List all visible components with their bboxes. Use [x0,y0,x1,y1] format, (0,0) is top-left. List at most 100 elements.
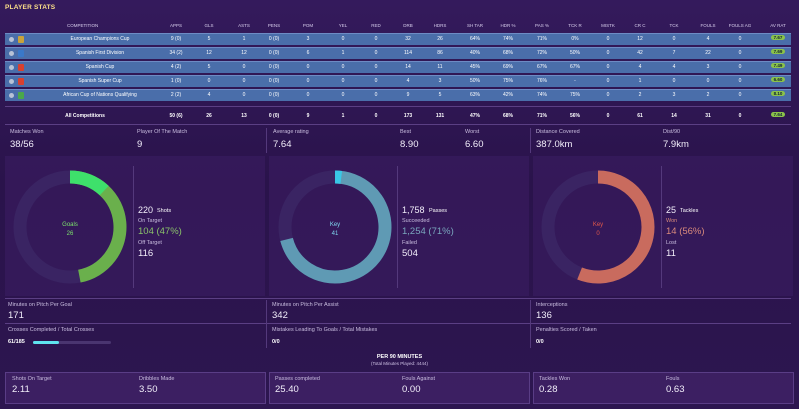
table-cell: 3 [306,36,310,42]
divider [5,323,791,324]
table-cell: 75% [502,78,513,84]
column-header[interactable]: YEL [338,23,348,28]
divider [133,166,134,288]
table-cell: 11 [437,64,443,70]
row-toggle-icon[interactable] [9,93,14,98]
table-cell: 2 [638,92,642,98]
table-cell: 13 [241,113,247,119]
table-cell: 75% [569,92,580,98]
passes-donut: Key 41 [278,170,392,284]
tackles-center-value: 0 [596,231,600,237]
column-header[interactable]: PENS [267,23,281,28]
table-cell: 4 [207,92,211,98]
column-header[interactable]: GLS [204,23,214,28]
divider [5,124,791,125]
column-header[interactable]: FOULS [700,23,716,28]
table-cell: 1 [341,50,345,56]
column-header[interactable]: TCK R [568,23,582,28]
table-header: COMPETITION APPS GLS ASTS PENS POM YEL RED DRB HD… [5,21,791,31]
tackles-donut-arc [577,170,655,284]
column-header[interactable]: FOULS AG [728,23,752,28]
table-cell: 0 [341,78,345,84]
competition-name[interactable]: African Cup of Nations Qualifying [63,92,137,98]
table-cell: 0 [341,36,345,42]
tackles-total: 25 [666,205,677,215]
passes-center-value: 41 [332,231,339,237]
table-cell: 12 [637,36,643,42]
table-cell: 0 [606,78,610,84]
column-header[interactable]: MISTK [601,23,615,28]
table-cell: 0 [606,64,610,70]
row-toggle-icon[interactable] [9,65,14,70]
table-row[interactable]: Spanish First Division 34 (2) 12 12 0 (0) 6 1 0… [5,47,791,59]
table-cell: 0 [306,78,310,84]
divider [266,300,267,348]
table-cell: 0 [242,92,246,98]
column-header[interactable]: ASTS [238,23,250,28]
competition-name[interactable]: European Champions Cup [70,36,130,42]
table-cell: 32 [405,36,411,42]
column-header[interactable]: RED [371,23,381,28]
table-cell: 68% [502,113,513,119]
competition-name[interactable]: Spanish Super Cup [78,78,122,84]
column-header[interactable]: TCK [669,23,679,28]
passes-total-label: Passes [429,208,448,214]
table-cell: 40% [469,50,480,56]
table-cell: 50 (6) [169,113,183,119]
per90-title: PER 90 MINUTES [376,354,423,360]
column-header[interactable]: CR C [634,23,646,28]
column-header[interactable]: POM [302,23,314,28]
table-cell: 0 [672,78,676,84]
table-cell: 0 [242,64,246,70]
column-header[interactable]: PAS % [535,23,549,28]
table-row[interactable]: Spanish Super Cup 1 (0) 0 0 0 (0) 0 0 0 4 3 50% 75%… [5,75,791,87]
interceptions-label: Interceptions [536,302,568,308]
per90-box [269,372,530,404]
table-row[interactable]: African Cup of Nations Qualifying 2 (2) 4 0… [5,89,791,101]
shots-center-label: Goals [62,222,78,228]
column-header[interactable]: APPS [169,23,182,28]
mistakes-label: Mistakes Leading To Goals / Total Mistak… [272,327,378,333]
crosses-value: 61/185 [8,339,25,345]
table-cell: 86 [437,50,443,56]
table-cell: 56% [569,113,580,119]
table-cell: 0 (0) [268,50,280,56]
table-cell: 4 [706,36,710,42]
per90-value: 0.28 [539,384,558,395]
column-header[interactable]: HDR % [500,23,516,28]
off-target-label: Off Target [138,240,162,246]
table-cell: 67% [536,64,547,70]
table-cell: 50% [469,78,480,84]
table-cell: 0 [374,113,378,119]
column-header[interactable]: HDRS [433,23,447,28]
passes-center-label: Key [330,222,340,228]
shots-donut: Goals 26 [13,170,127,284]
column-header[interactable]: COMPETITION [67,23,99,28]
table-cell: 114 [404,50,412,56]
table-row[interactable]: Spanish Cup 4 (2) 5 0 0 (0) 0 0 0 14 11 45% 69% 67% 6… [5,61,791,73]
table-cell: 47% [469,113,480,119]
column-header[interactable]: SH TAR [466,23,484,28]
competition-name[interactable]: Spanish First Division [75,50,125,56]
won-label: Won [666,218,678,224]
table-row[interactable]: European Champions Cup 9 (0) 5 1 0 (0) 3 0 0 32 2… [5,33,791,45]
pom-value: 9 [137,139,143,150]
row-toggle-icon[interactable] [9,51,14,56]
row-toggle-icon[interactable] [9,79,14,84]
on-target-value: 104 (47%) [138,226,182,237]
table-cell: 71% [536,36,547,42]
column-header[interactable]: AV RAT [770,23,786,28]
table-cell: 5 [207,36,211,42]
per90-label: Tackles Won [539,376,571,382]
competition-name[interactable]: Spanish Cup [85,64,115,70]
table-cell: 71% [536,113,547,119]
table-cell: 50% [569,50,580,56]
table-cell: 0 [374,50,378,56]
mpg-value: 171 [8,310,24,321]
column-header[interactable]: DRB [403,23,413,28]
rating-cell: 6.60 [765,77,791,83]
row-toggle-icon[interactable] [9,37,14,42]
competition-crest-icon [18,36,24,43]
per90-label: Passes completed [275,376,320,382]
succeeded-value: 1,254 (71%) [402,226,454,237]
